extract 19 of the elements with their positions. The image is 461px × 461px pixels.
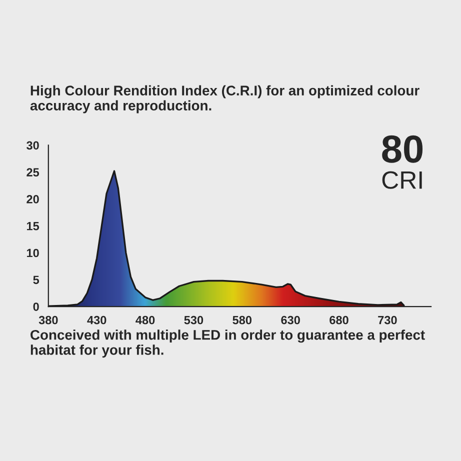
annotation: 80 — [382, 135, 423, 163]
chart-title: High Colour Rendition Index (C.R.I) for an optimized colour accuracy and reproduction. — [30, 85, 420, 114]
x-tick-label: 730 — [378, 316, 397, 324]
y-tick-label: 0 — [33, 302, 39, 311]
annotation: CRI — [382, 171, 422, 189]
x-tick-label: 680 — [330, 316, 348, 324]
text: Conceived with multiple LED in order to guarantee a perfect habitat for your fish. — [30, 330, 425, 358]
x-tick-label: 580 — [232, 316, 252, 324]
y-tick-label: 5 — [33, 276, 40, 284]
x-tick-label: 380 — [38, 316, 58, 324]
y-tick-label: 15 — [26, 222, 40, 230]
y-tick-label: 25 — [26, 168, 40, 176]
y-tick-label: 20 — [26, 195, 39, 204]
x-tick-label: 430 — [87, 316, 106, 324]
y-tick-label: 10 — [26, 248, 39, 258]
x-tick-label: 530 — [184, 316, 204, 324]
x-tick-label: 480 — [136, 316, 155, 324]
x-tick-label: 630 — [281, 316, 300, 324]
y-tick-label: 30 — [26, 141, 39, 150]
